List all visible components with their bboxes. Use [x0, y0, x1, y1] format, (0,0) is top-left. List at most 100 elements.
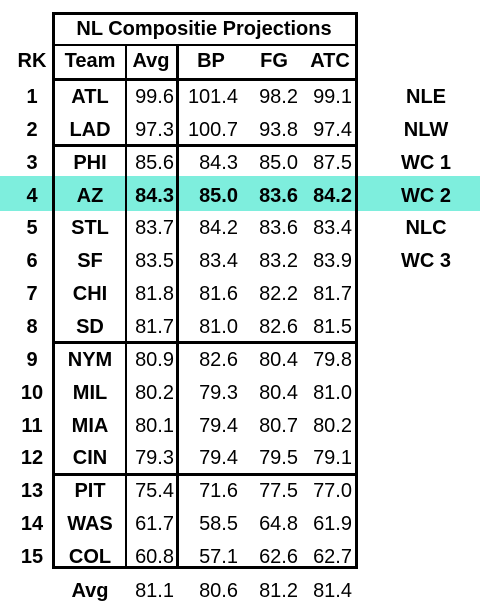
- cell-tag: WC 3: [401, 250, 451, 272]
- cell-fg: 79.5: [259, 447, 298, 469]
- cell-tag: [376, 443, 476, 473]
- footer-avg: 81.1: [135, 580, 174, 602]
- cell-atc: 79.8: [313, 349, 352, 371]
- table-border-right: [355, 12, 358, 569]
- cell-fg: 98.2: [259, 86, 298, 108]
- cell-rk: 13: [20, 480, 44, 502]
- cell-bp: 100.7: [187, 119, 238, 141]
- cell-tag: [376, 411, 476, 441]
- cell-bp: 81.6: [199, 283, 238, 305]
- cell-rk: 2: [26, 119, 38, 141]
- cell-atc: 83.4: [313, 217, 352, 239]
- cell-tag: NLE: [406, 86, 446, 108]
- cell-bp: 81.0: [199, 316, 238, 338]
- cell-avg: 83.7: [135, 217, 174, 239]
- cell-tag: [376, 476, 476, 506]
- cell-bp: 84.3: [199, 152, 238, 174]
- cell-team: PHI: [73, 152, 107, 174]
- footer-fg: 81.2: [259, 580, 298, 602]
- cell-avg: 80.9: [135, 349, 174, 371]
- cell-tag: NLC: [405, 217, 447, 239]
- cell-atc: 99.1: [313, 86, 352, 108]
- cell-rk: 15: [20, 546, 44, 568]
- cell-fg: 83.6: [259, 217, 298, 239]
- cell-tag: [376, 509, 476, 539]
- footer-label: Avg: [71, 580, 109, 602]
- cell-fg: 83.6: [259, 185, 298, 207]
- col-divider-avg-bp: [176, 44, 179, 568]
- header-atc: ATC: [310, 50, 350, 72]
- cell-tag: [376, 312, 476, 342]
- cell-team: NYM: [67, 349, 113, 371]
- cell-atc: 84.2: [313, 185, 352, 207]
- cell-fg: 64.8: [259, 513, 298, 535]
- cell-atc: 80.2: [313, 415, 352, 437]
- title-divider: [52, 44, 358, 46]
- group-divider-2: [52, 341, 358, 344]
- cell-team: ATL: [71, 86, 109, 108]
- header-rk: RK: [17, 50, 47, 72]
- cell-team: MIA: [71, 415, 109, 437]
- cell-avg: 85.6: [135, 152, 174, 174]
- cell-tag: NLW: [403, 119, 449, 141]
- cell-bp: 57.1: [199, 546, 238, 568]
- cell-rk: 5: [26, 217, 38, 239]
- highlight-row-band: [0, 176, 480, 211]
- cell-tag: [376, 378, 476, 408]
- cell-avg: 84.3: [135, 185, 174, 207]
- cell-atc: 62.7: [313, 546, 352, 568]
- cell-rk: 1: [26, 86, 38, 108]
- cell-team: LAD: [69, 119, 111, 141]
- cell-atc: 77.0: [313, 480, 352, 502]
- table-border-top: [52, 12, 358, 15]
- cell-rk: 7: [26, 283, 38, 305]
- cell-avg: 83.5: [135, 250, 174, 272]
- cell-atc: 81.0: [313, 382, 352, 404]
- table-border-bottom: [52, 566, 358, 569]
- cell-team: CHI: [72, 283, 108, 305]
- cell-bp: 85.0: [199, 185, 238, 207]
- cell-tag: [376, 279, 476, 309]
- cell-avg: 81.8: [135, 283, 174, 305]
- cell-team: COL: [68, 546, 112, 568]
- cell-bp: 79.4: [199, 447, 238, 469]
- cell-bp: 101.4: [187, 86, 238, 108]
- cell-avg: 60.8: [135, 546, 174, 568]
- cell-bp: 79.4: [199, 415, 238, 437]
- cell-bp: 83.4: [199, 250, 238, 272]
- cell-bp: 84.2: [199, 217, 238, 239]
- cell-avg: 61.7: [135, 513, 174, 535]
- header-avg: Avg: [132, 50, 170, 72]
- cell-bp: 58.5: [199, 513, 238, 535]
- cell-fg: 85.0: [259, 152, 298, 174]
- group-divider-1: [52, 144, 358, 147]
- cell-tag: [376, 542, 476, 572]
- cell-team: CIN: [72, 447, 108, 469]
- cell-tag: WC 2: [401, 185, 451, 207]
- cell-atc: 81.5: [313, 316, 352, 338]
- cell-team: PIT: [74, 480, 106, 502]
- cell-avg: 99.6: [135, 86, 174, 108]
- cell-team: MIL: [72, 382, 108, 404]
- table-border-left: [52, 12, 55, 569]
- cell-atc: 61.9: [313, 513, 352, 535]
- table-title: NL Compositie Projections: [76, 18, 332, 40]
- cell-atc: 81.7: [313, 283, 352, 305]
- cell-rk: 9: [26, 349, 38, 371]
- cell-avg: 79.3: [135, 447, 174, 469]
- footer-atc: 81.4: [313, 580, 352, 602]
- cell-rk: 4: [26, 185, 38, 207]
- cell-rk: 12: [20, 447, 44, 469]
- cell-fg: 77.5: [259, 480, 298, 502]
- cell-bp: 79.3: [199, 382, 238, 404]
- cell-atc: 97.4: [313, 119, 352, 141]
- cell-fg: 80.4: [259, 349, 298, 371]
- col-divider-team-avg: [125, 44, 127, 568]
- cell-team: WAS: [67, 513, 113, 535]
- cell-atc: 79.1: [313, 447, 352, 469]
- cell-rk: 6: [26, 250, 38, 272]
- header-team: Team: [64, 50, 116, 72]
- cell-rk: 3: [26, 152, 38, 174]
- cell-team: SD: [76, 316, 104, 338]
- cell-rk: 11: [21, 415, 43, 437]
